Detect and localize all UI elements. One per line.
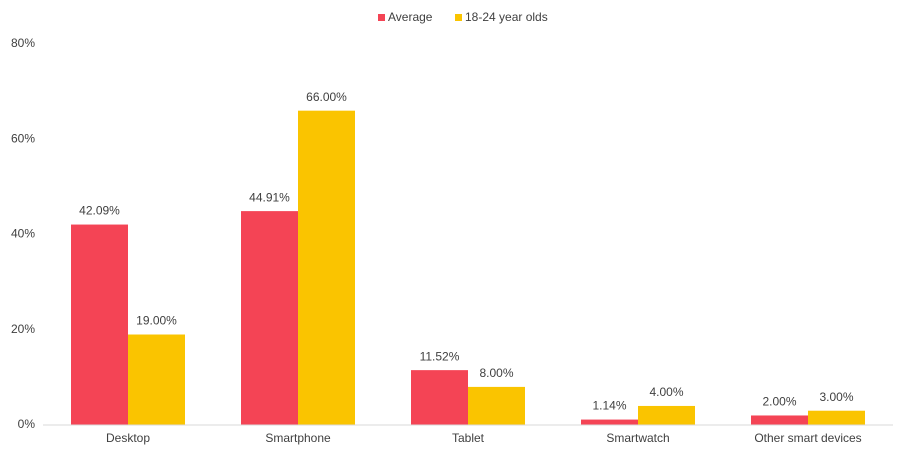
value-label: 66.00% <box>306 90 347 104</box>
bar <box>241 211 298 425</box>
value-label: 3.00% <box>819 390 853 404</box>
bar <box>298 110 355 426</box>
value-label: 19.00% <box>136 314 177 328</box>
value-label: 44.91% <box>249 190 290 204</box>
legend-swatch <box>455 14 462 21</box>
bar <box>468 386 525 425</box>
value-label: 11.52% <box>420 349 460 363</box>
legend-swatch <box>378 14 385 21</box>
value-label: 4.00% <box>649 385 683 399</box>
bar <box>411 370 468 425</box>
y-tick-label: 80% <box>11 36 35 50</box>
bar <box>808 410 865 425</box>
y-tick-label: 20% <box>11 322 35 336</box>
x-tick-label: Other smart devices <box>754 431 861 445</box>
bar <box>581 419 638 425</box>
x-tick-label: Smartphone <box>265 431 331 445</box>
value-label: 2.00% <box>762 395 796 409</box>
value-label: 8.00% <box>479 366 513 380</box>
y-tick-label: 60% <box>11 131 35 145</box>
y-tick-label: 0% <box>18 417 36 431</box>
bar <box>751 415 808 425</box>
legend-label: Average <box>388 10 433 24</box>
x-tick-label: Smartwatch <box>606 431 669 445</box>
bar <box>638 405 695 425</box>
x-tick-label: Tablet <box>452 431 485 445</box>
x-tick-label: Desktop <box>106 431 150 445</box>
value-label: 1.14% <box>592 399 626 413</box>
bar <box>128 334 185 425</box>
y-tick-label: 40% <box>11 227 35 241</box>
bar <box>71 224 128 425</box>
value-label: 42.09% <box>79 204 120 218</box>
legend-label: 18-24 year olds <box>465 10 548 24</box>
